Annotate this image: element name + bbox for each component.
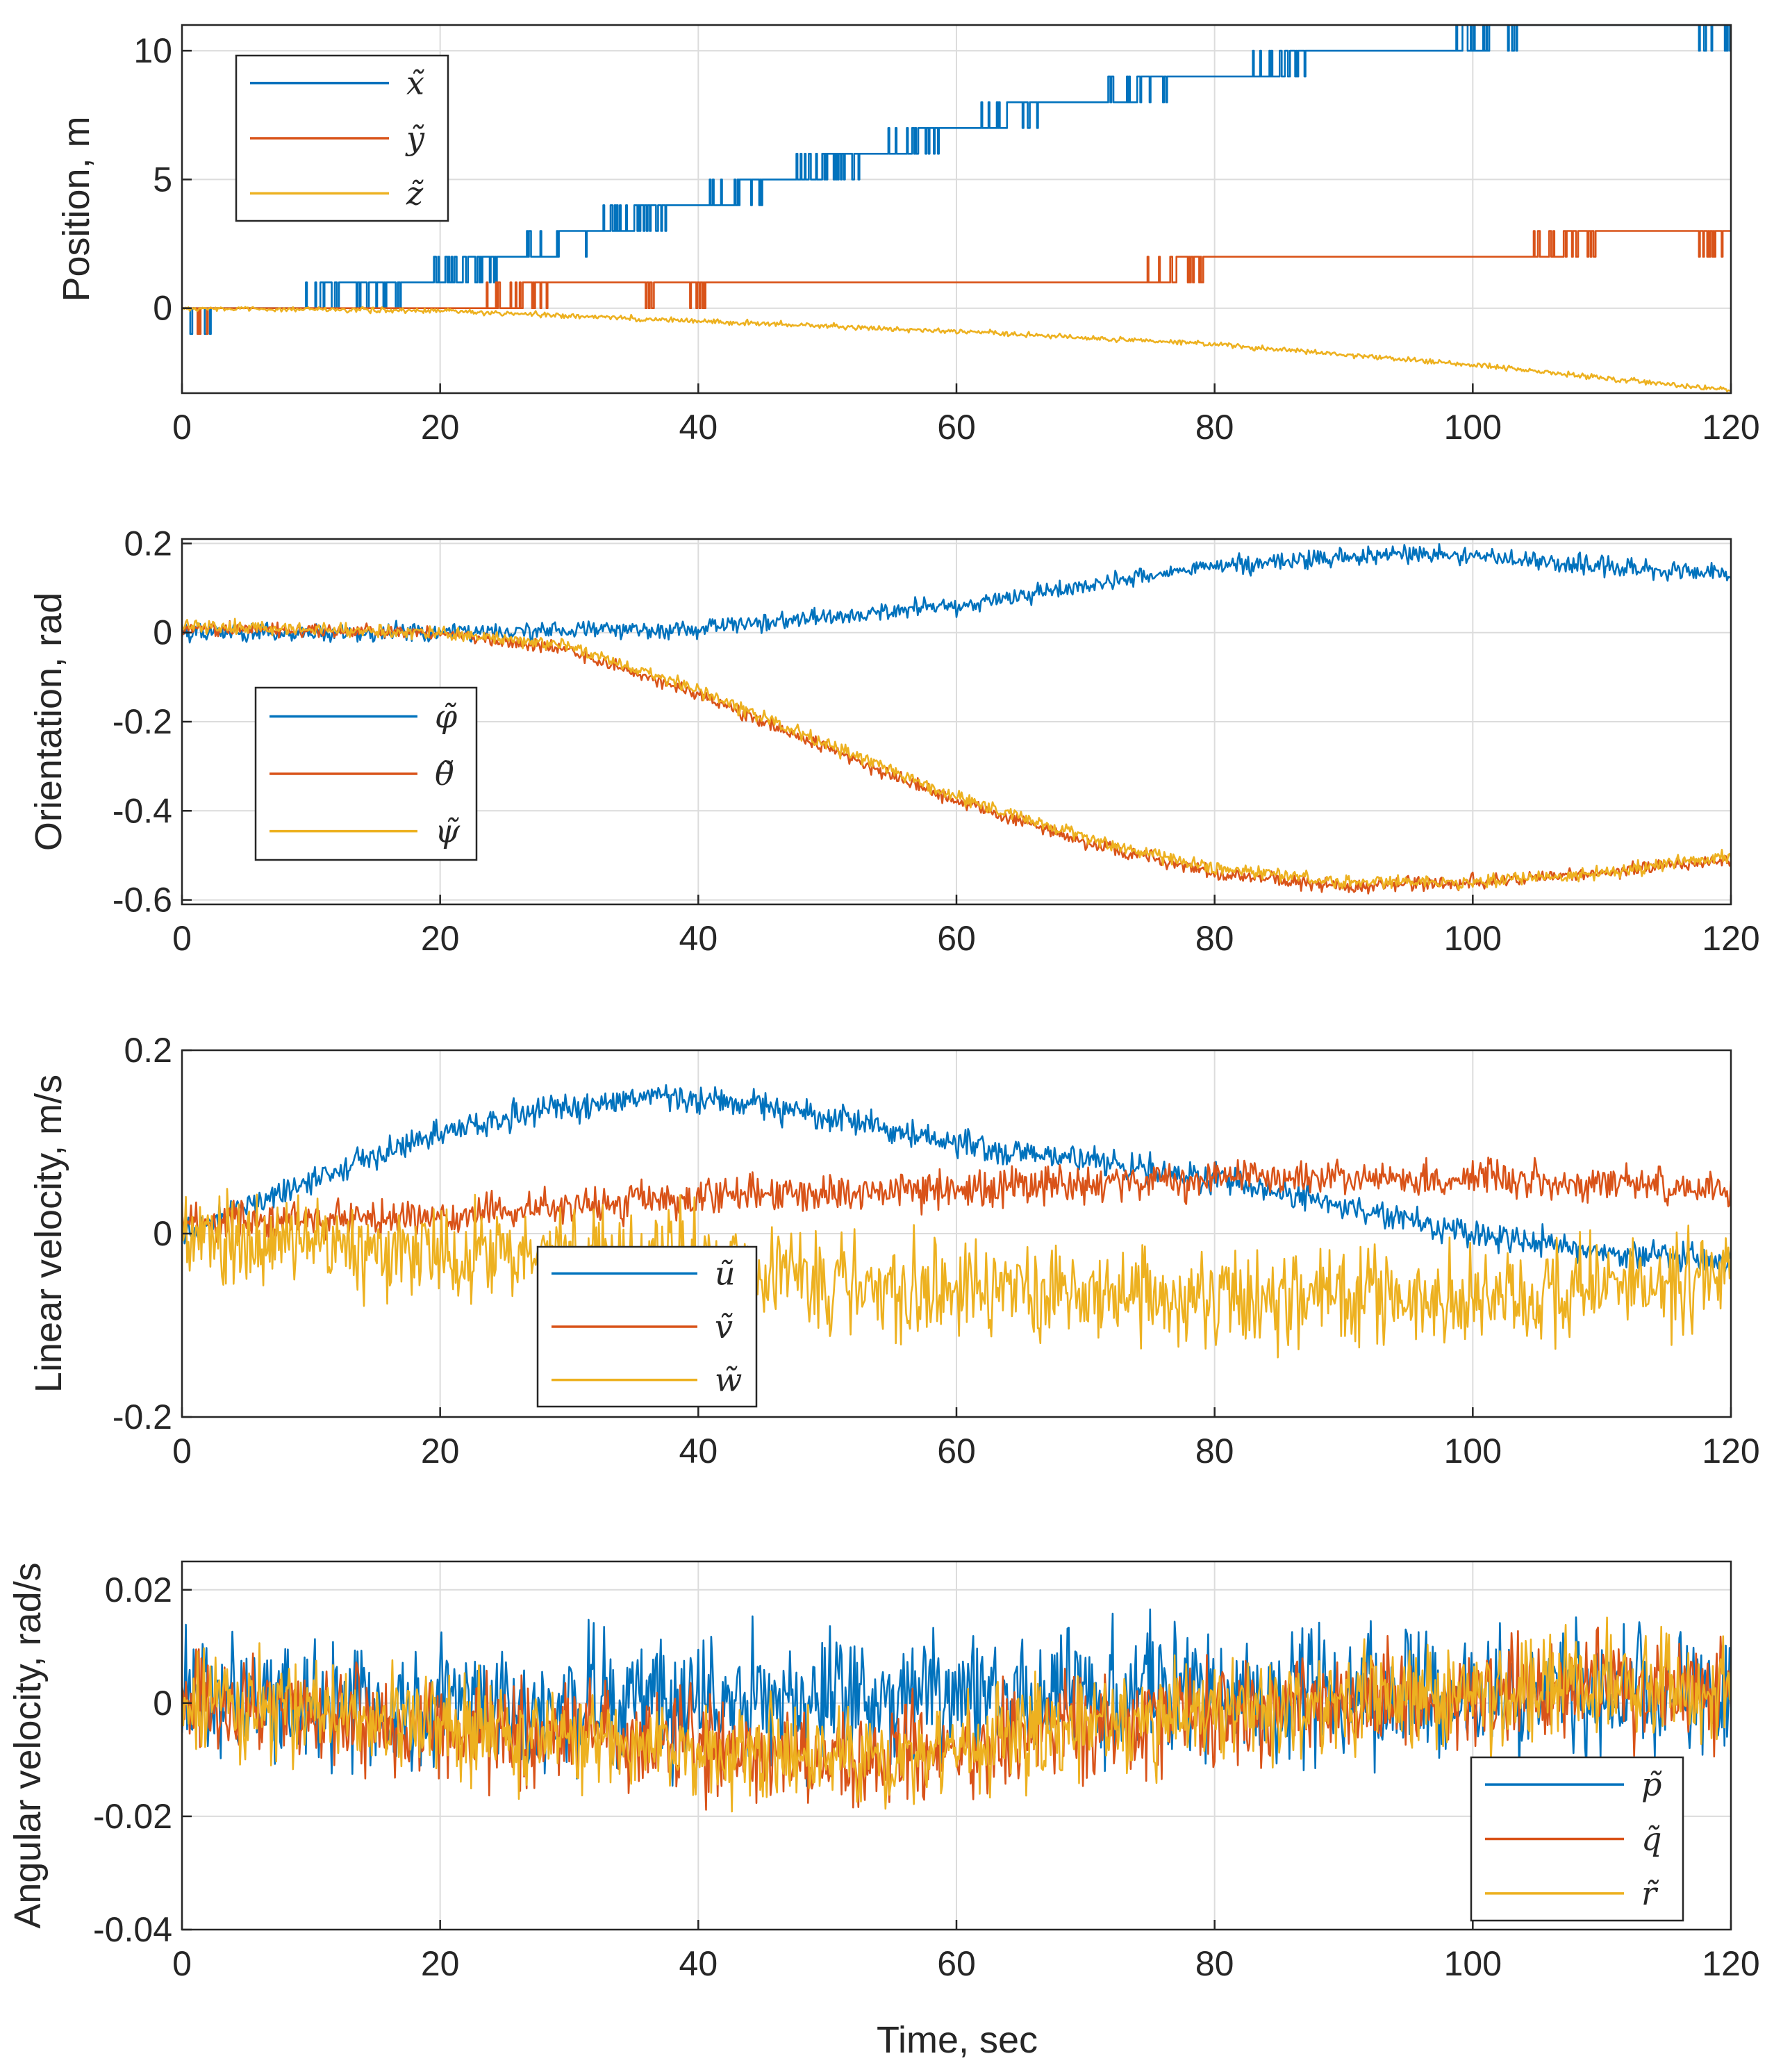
x-tick-label: 0 (172, 408, 192, 447)
series-line-3 (182, 306, 1731, 392)
legend-entry: φ̃ (435, 697, 458, 735)
y-tick-label: 0 (153, 289, 172, 328)
y-tick-label: 0 (153, 1684, 172, 1723)
legend-entry: p̃ (1641, 1766, 1662, 1803)
y-tick-label: -0.2 (113, 702, 172, 741)
y-tick-label: -0.2 (113, 1398, 172, 1436)
legend-entry: q̃ (1641, 1821, 1661, 1858)
x-tick-label: 80 (1195, 1432, 1234, 1470)
y-tick-label: 0.2 (124, 524, 172, 563)
legend-entry: ỹ (405, 119, 425, 157)
x-tick-label: 60 (937, 408, 976, 447)
series-line-1 (182, 25, 1731, 335)
x-tick-label: 20 (421, 1944, 460, 1983)
y-tick-label: -0.04 (93, 1910, 172, 1949)
y-tick-label: -0.6 (113, 881, 172, 920)
y-tick-label: -0.02 (93, 1797, 172, 1836)
series-line-2 (182, 620, 1731, 895)
series-group (182, 1084, 1731, 1359)
legend-entry: θ̃ (435, 755, 454, 793)
legend-entry: ṽ (715, 1308, 733, 1345)
chart-orientation: 0 20 40 60 80 100 120 0.2 0 -0.2 -0.4 -0.6 Orientati… (28, 524, 1760, 958)
x-tick-label: 100 (1444, 408, 1502, 447)
x-tick-label: 100 (1444, 1432, 1502, 1470)
y-tick-label: 5 (153, 160, 172, 199)
chart-angular-velocity: 0 20 40 60 80 100 120 0.02 0 -0.02 -0.04 Angular ve… (7, 1560, 1760, 1983)
y-axis-label: Angular velocity, rad/s (7, 1562, 49, 1928)
x-tick-label: 20 (421, 408, 460, 447)
legend: ũṽ w̃ (536, 1245, 758, 1408)
x-tick-label: 60 (937, 1432, 976, 1470)
series-group (182, 25, 1731, 392)
x-tick-label: 0 (172, 919, 192, 958)
legend: x̃ ỹ z̃ (235, 54, 449, 222)
legend-entry: ψ̃ (435, 813, 461, 850)
x-tick-label: 40 (679, 1944, 718, 1983)
x-tick-label: 60 (937, 919, 976, 958)
x-tick-label: 80 (1195, 1944, 1234, 1983)
x-tick-label: 20 (421, 919, 460, 958)
x-tick-label: 80 (1195, 919, 1234, 958)
x-tick-label: 0 (172, 1432, 192, 1470)
x-axis-label: Time, sec (877, 2019, 1038, 2061)
y-tick-label: 0 (153, 613, 172, 652)
y-tick-label: 0 (153, 1214, 172, 1253)
legend: φ̃ θ̃ ψ̃ (254, 686, 478, 861)
x-tick-label: 20 (421, 1432, 460, 1470)
x-tick-label: 80 (1195, 408, 1234, 447)
series-line-3 (182, 1188, 1731, 1359)
x-tick-label: 60 (937, 1944, 976, 1983)
x-tick-label: 40 (679, 1432, 718, 1470)
series-line-1 (182, 1608, 1731, 1787)
legend-entry: z̃ (406, 174, 424, 212)
series-line-3 (182, 618, 1731, 891)
series-group (182, 543, 1731, 895)
series-line-2 (182, 1157, 1731, 1244)
y-tick-label: 10 (133, 31, 172, 70)
x-tick-label: 120 (1702, 1944, 1759, 1983)
legend-entry: w̃ (715, 1361, 742, 1399)
x-tick-label: 100 (1444, 919, 1502, 958)
legend-entry: r̃ (1641, 1875, 1659, 1912)
panels: 0 20 40 60 80 100 120 0 5 10 Position, m x̃ ỹ z̃ 0 20 40… (7, 24, 1760, 1983)
x-tick-label: 40 (679, 408, 718, 447)
y-axis-label: Orientation, rad (28, 592, 69, 851)
legend-entry: ũ (715, 1254, 736, 1292)
x-tick-label: 100 (1444, 1944, 1502, 1983)
series-group (182, 1608, 1731, 1813)
legend-entry: x̃ (406, 65, 424, 102)
x-tick-label: 0 (172, 1944, 192, 1983)
y-tick-label: 0.02 (105, 1570, 172, 1609)
y-axis-label: Linear velocity, m/s (28, 1075, 69, 1393)
chart-position: 0 20 40 60 80 100 120 0 5 10 Position, m x̃ ỹ z̃ (56, 24, 1760, 447)
x-tick-label: 40 (679, 919, 718, 958)
x-tick-label: 120 (1702, 1432, 1759, 1470)
y-tick-label: 0.2 (124, 1031, 172, 1070)
x-tick-label: 120 (1702, 919, 1759, 958)
x-tick-label: 120 (1702, 408, 1759, 447)
series-line-2 (182, 230, 1731, 335)
series-line-3 (182, 1616, 1731, 1813)
series-line-1 (182, 1084, 1731, 1275)
y-axis-label: Position, m (56, 116, 97, 301)
y-tick-label: -0.4 (113, 791, 172, 830)
legend: p̃ q̃ r̃ (1470, 1756, 1684, 1922)
